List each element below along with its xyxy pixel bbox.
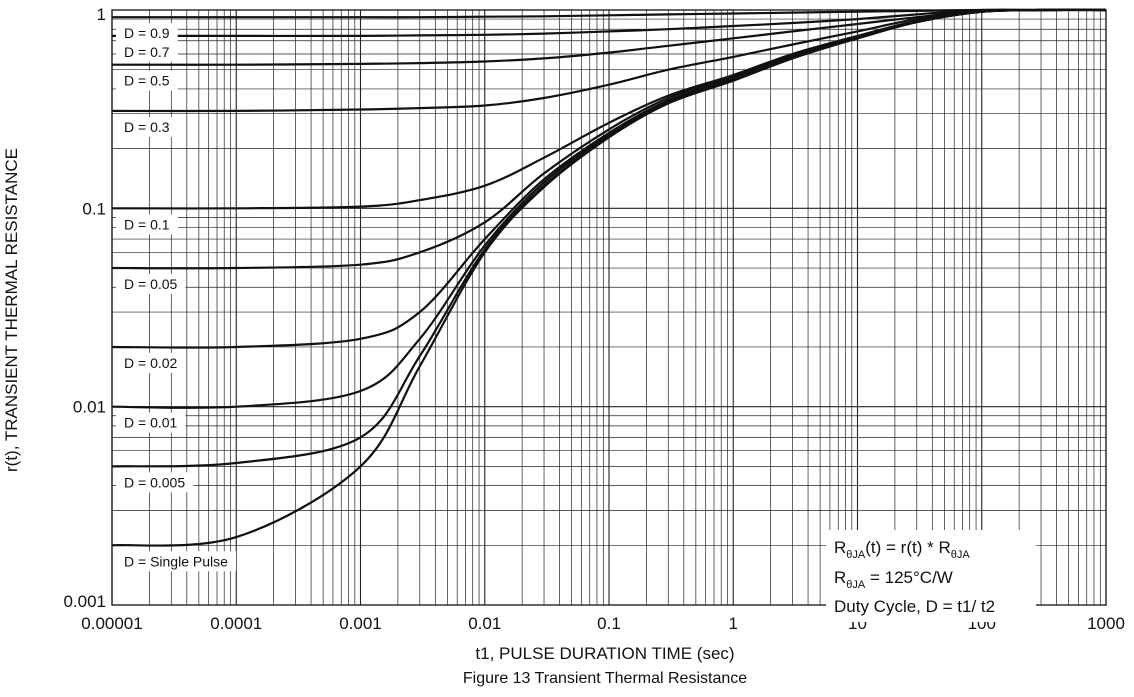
rtheta-r: R xyxy=(834,568,846,587)
formula-box: RθJA(t) = r(t) * RθJA RθJA = 125°C/W Dut… xyxy=(826,530,1036,622)
x-tick-labels: 0.00001 0.0001 0.001 0.01 0.1 1 10 100 1000 xyxy=(81,614,1125,633)
series-label-background xyxy=(116,23,178,44)
series-label-group: D = 0.3 xyxy=(116,116,178,137)
series-label-group: D = 0.7 xyxy=(116,41,178,62)
series-label: D = 0.9 xyxy=(124,25,170,41)
series-label-group: D = 0.02 xyxy=(116,352,186,373)
series-label-group: D = 0.1 xyxy=(116,214,178,235)
series-label: D = 0.7 xyxy=(124,44,170,60)
x-tick-label: 0.01 xyxy=(468,614,501,633)
formula-sub-1: θJA xyxy=(846,549,866,561)
series-label: D = 0.3 xyxy=(124,119,170,135)
series-label-group: D = 0.05 xyxy=(116,274,186,295)
series-label-background xyxy=(116,472,194,493)
series-label-background xyxy=(116,41,178,62)
x-axis-label: t1, PULSE DURATION TIME (sec) xyxy=(475,644,734,663)
series-label: D = 0.5 xyxy=(124,73,170,89)
series-label: D = 0.02 xyxy=(124,355,178,371)
x-tick-label: 0.00001 xyxy=(81,614,142,633)
x-tick-label: 1000 xyxy=(1087,614,1125,633)
series-label-group: D = 0.01 xyxy=(116,412,186,433)
series-label: D = 0.1 xyxy=(124,216,170,232)
series-label-group: D = 0.9 xyxy=(116,23,178,44)
formula-r: R xyxy=(834,538,846,557)
x-tick-label: 0.0001 xyxy=(210,614,262,633)
rtheta-value: = 125°C/W xyxy=(865,568,953,587)
formula-line-1: RθJA(t) = r(t) * RθJA xyxy=(834,538,970,561)
formula-mid: (t) = r(t) * R xyxy=(865,538,950,557)
series-label: D = 0.01 xyxy=(124,415,178,431)
figure-caption: Figure 13 Transient Thermal Resistance xyxy=(463,670,747,687)
y-tick-labels: 0.001 0.01 0.1 1 xyxy=(63,5,106,611)
y-tick-label: 0.1 xyxy=(82,199,106,218)
curve-2 xyxy=(112,8,1106,38)
series-label-background xyxy=(116,214,178,235)
curves xyxy=(111,8,1107,547)
y-tick-label: 1 xyxy=(97,5,106,24)
y-tick-label: 0.001 xyxy=(63,592,106,611)
series-label: D = Single Pulse xyxy=(124,553,228,569)
x-tick-label: 0.001 xyxy=(339,614,382,633)
series-label-background xyxy=(116,274,186,295)
y-tick-label: 0.01 xyxy=(73,398,106,417)
series-labels: D = 0.9 D = 0.7 D = 0.5 D = 0.3 D = 0.1 D = 0… xyxy=(116,23,237,572)
series-label-group: D = 0.005 xyxy=(116,472,194,493)
formula-sub-2: θJA xyxy=(951,549,971,561)
formula-line-3: Duty Cycle, D = t1/ t2 xyxy=(834,597,995,616)
x-tick-label: 0.1 xyxy=(597,614,621,633)
series-label-group: D = 0.5 xyxy=(116,70,178,91)
curve-10 xyxy=(111,8,1107,547)
grid-lines xyxy=(111,10,1106,606)
formula-box-background xyxy=(826,530,1036,622)
formula-line-2: RθJA = 125°C/W xyxy=(834,568,953,591)
series-label-background xyxy=(116,551,237,572)
series-label-background xyxy=(116,352,186,373)
series-label: D = 0.005 xyxy=(124,474,185,490)
series-label-background xyxy=(116,70,178,91)
series-label-background xyxy=(116,412,186,433)
series-label-background xyxy=(116,116,178,137)
plot-frame xyxy=(111,9,1107,606)
y-axis-label: r(t), TRANSIENT THERMAL RESISTANCE xyxy=(2,148,21,472)
x-tick-label: 1 xyxy=(729,614,738,633)
rtheta-sub: θJA xyxy=(846,579,866,591)
series-label-group: D = Single Pulse xyxy=(116,551,237,572)
series-label: D = 0.05 xyxy=(124,276,178,292)
